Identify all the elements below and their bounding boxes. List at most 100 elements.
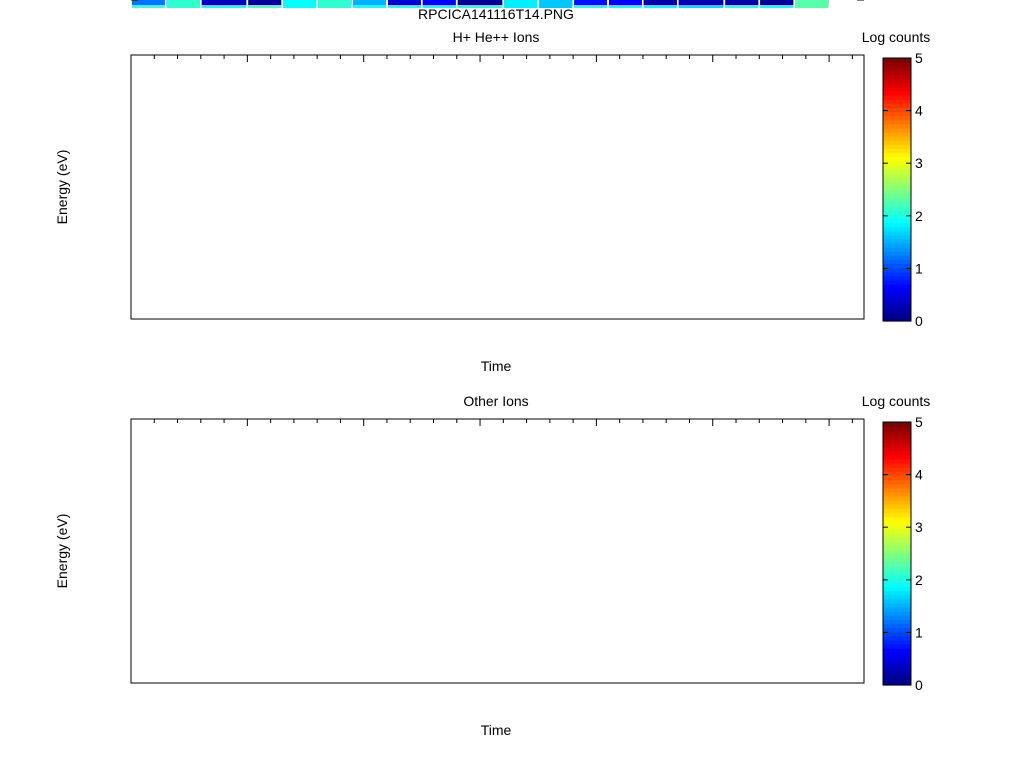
colorbar-tick-label: 3 [915,155,923,171]
x-axis: 14:00 14:10 14:20 14:30 14:40 14:50 15:00 [113,0,853,426]
colorbar-swatch [883,267,911,273]
colorbar-swatch [883,74,911,80]
heatmap-cell [609,0,642,5]
y-tick-label: 100 [98,0,122,3]
colorbar-swatch [883,292,911,297]
colorbar-swatch [883,615,911,620]
x-axis-label: Time [481,358,512,374]
colorbar-swatch [883,434,911,440]
plot-frame [130,54,865,320]
colorbar-swatch [883,438,911,444]
y-axis-label: Energy (eV) [54,514,70,589]
colorbar-swatch [883,660,911,666]
colorbar-swatch [883,574,911,579]
colorbar-swatch [883,463,911,468]
y-tick-label: 10 [105,0,121,3]
colorbar-swatch [883,296,911,302]
colorbar-swatch [883,251,911,256]
colorbar-swatch [883,94,911,100]
colorbar-swatch [883,205,911,211]
colorbar-swatch [883,197,911,203]
colorbar-swatch [883,279,911,285]
heatmap-cell [795,0,829,8]
colorbar-swatch [883,623,911,629]
colorbar-swatch [883,230,911,236]
colorbar-swatch [883,656,911,661]
colorbar-label: Log counts [862,393,931,409]
heatmap-cell [678,0,724,5]
colorbar-tick-label: 5 [915,414,923,430]
colorbar-swatch [883,70,911,76]
colorbar-swatch [883,524,911,530]
heatmap-cell [725,0,759,5]
x-tick-label: 14:10 [230,0,265,3]
colorbar-tick-label: 2 [915,208,923,224]
colorbar-swatch [883,504,911,509]
colorbar-swatch [883,648,911,653]
colorbar-swatch [883,590,911,596]
colorbar-swatch [883,627,911,633]
colorbar-swatch [883,537,911,542]
colorbar-swatch [883,668,911,674]
colorbar-swatch [883,271,911,277]
colorbar-tick-label: 5 [915,50,923,66]
heatmap-cell [539,0,573,8]
colorbar-swatch [883,549,911,555]
colorbar-swatch [883,454,911,460]
y-axis: 10100100010000 [82,0,864,3]
colorbar-tick-label: 1 [915,260,923,276]
colorbar-swatch [883,66,911,71]
colorbar-label: Log counts [862,29,931,45]
colorbar-swatch [883,308,911,314]
colorbar-swatch [883,680,911,686]
panel-h-he-ions: H+ He++ Ions Log counts 10100100010000 1… [54,0,930,374]
colorbar-swatch [883,672,911,678]
heatmap-cell [574,0,607,5]
colorbar-swatch [883,565,911,571]
colorbar-swatch [883,119,911,125]
colorbar-swatch [883,222,911,228]
colorbar-swatch [883,553,911,559]
colorbar-swatch [883,242,911,248]
colorbar-swatch [883,185,911,191]
colorbar-swatch [883,123,911,129]
colorbar-swatch [883,111,911,117]
colorbar-tick-label: 0 [915,677,923,693]
colorbar-swatch [883,62,911,67]
colorbar-swatch [883,58,911,63]
colorbar-swatch [883,300,911,306]
x-tick-label: 14:20 [346,0,381,3]
colorbar-tick-label: 0 [915,313,923,329]
y-tick-label: 1000 [90,0,121,3]
colorbar-swatch [883,516,911,522]
x-tick-label: 15:00 [812,0,847,3]
plot-frame [130,418,865,684]
colorbar-swatch [883,458,911,464]
colorbar-swatch [883,152,911,158]
colorbar-swatch [883,82,911,88]
colorbar-swatch [883,156,911,162]
colorbar-swatch [883,475,911,481]
colorbar-swatch [883,284,911,289]
colorbar-swatch [883,582,911,587]
colorbar-tick-label: 1 [915,624,923,640]
colorbar-swatch [883,676,911,682]
colorbar-swatch [883,193,911,199]
colorbar-swatch [883,214,911,219]
x-tick-label: 14:50 [695,0,730,3]
colorbar-swatch [883,422,911,427]
colorbar-swatch [883,508,911,514]
x-axis-label: Time [481,722,512,738]
y-axis-label: Energy (eV) [54,150,70,225]
heatmap-cell [457,0,503,5]
colorbar-swatch [883,160,911,166]
colorbar-swatch [883,557,911,563]
colorbar-swatch [883,78,911,84]
colorbar-swatch [883,532,911,538]
panel-title: H+ He++ Ions [453,29,540,45]
colorbar-swatch [883,512,911,518]
colorbar-swatch [883,181,911,186]
colorbar-swatch [883,144,911,150]
colorbar-swatch [883,131,911,137]
